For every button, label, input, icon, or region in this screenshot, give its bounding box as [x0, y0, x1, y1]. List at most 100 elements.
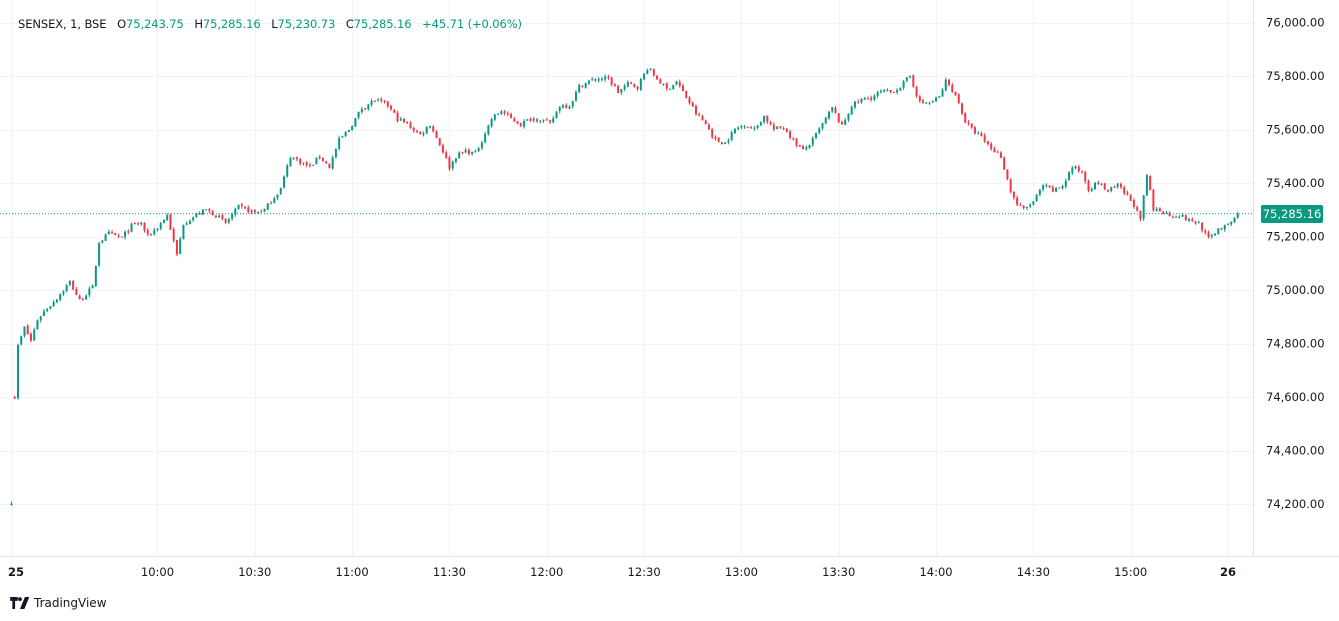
candle-body	[600, 79, 603, 81]
candle-body	[516, 121, 519, 124]
candle-body	[65, 285, 68, 292]
low-label: L	[271, 17, 278, 31]
candle-body	[827, 111, 830, 119]
candle-body	[1032, 201, 1035, 205]
tradingview-brand[interactable]: TradingView	[10, 596, 107, 610]
candle-body	[10, 503, 13, 506]
candle-body	[714, 136, 717, 139]
candle-body	[451, 161, 454, 169]
candle-body	[467, 149, 470, 155]
candle-body	[227, 219, 230, 223]
candle-body	[1188, 218, 1191, 221]
candle-body	[224, 218, 227, 223]
candle-body	[1064, 180, 1067, 187]
candle-body	[315, 157, 318, 165]
candle-body	[1236, 213, 1239, 218]
candle-body	[419, 131, 422, 135]
candle-body	[1142, 195, 1145, 219]
candle-body	[1217, 228, 1220, 234]
candle-body	[1084, 172, 1087, 182]
y-tick-label: 74,200.00	[1266, 497, 1325, 511]
candle-body	[1126, 192, 1129, 195]
y-tick-label: 75,400.00	[1266, 176, 1325, 190]
y-tick-label: 75,600.00	[1266, 123, 1325, 137]
candle-body	[688, 97, 691, 104]
candle-body	[1171, 216, 1174, 218]
brand-name: TradingView	[34, 596, 107, 610]
candle-body	[377, 99, 380, 101]
candle-body	[542, 119, 545, 121]
candle-body	[98, 243, 101, 266]
x-tick-label: 25	[8, 565, 24, 579]
candle-body	[237, 204, 240, 209]
candle-body	[685, 91, 688, 98]
candle-body	[386, 101, 389, 107]
low-value: 75,230.73	[277, 17, 336, 31]
candle-body	[474, 151, 477, 153]
candle-body	[185, 223, 188, 225]
candle-body	[902, 81, 905, 88]
candle-body	[539, 120, 542, 122]
candle-body	[558, 106, 561, 111]
candle-body	[270, 203, 273, 205]
candle-body	[393, 109, 396, 113]
candle-body	[620, 89, 623, 93]
candles-layer	[10, 67, 1239, 506]
candle-body	[247, 207, 250, 213]
candle-body	[406, 122, 409, 124]
candle-body	[179, 238, 182, 255]
candle-body	[26, 325, 29, 335]
candle-body	[1119, 184, 1122, 188]
candle-body	[928, 102, 931, 104]
symbol-name[interactable]: SENSEX, 1, BSE	[18, 17, 107, 31]
candle-body	[750, 127, 753, 129]
candle-body	[983, 135, 986, 142]
candle-body	[231, 214, 234, 219]
candle-body	[610, 77, 613, 85]
candle-body	[279, 187, 282, 195]
candle-body	[360, 108, 363, 112]
candle-body	[1025, 206, 1028, 209]
candle-body	[159, 223, 162, 229]
candle-body	[912, 75, 915, 87]
candle-body	[675, 81, 678, 85]
candle-body	[970, 123, 973, 128]
candle-body	[221, 215, 224, 219]
candle-body	[282, 176, 285, 188]
candle-body	[669, 88, 672, 90]
candle-body	[935, 97, 938, 102]
candle-body	[840, 121, 843, 125]
candle-body	[808, 144, 811, 148]
candle-body	[678, 81, 681, 87]
candle-body	[607, 76, 610, 78]
candle-body	[617, 86, 620, 94]
candle-body	[458, 152, 461, 159]
candle-body	[857, 101, 860, 103]
candle-body	[1139, 210, 1142, 219]
candle-body	[587, 80, 590, 84]
candle-body	[72, 280, 75, 290]
candle-body	[870, 97, 873, 100]
candle-body	[967, 122, 970, 124]
candle-body	[1081, 171, 1084, 173]
candle-body	[23, 326, 26, 336]
candle-body	[218, 215, 221, 218]
candle-body	[312, 164, 315, 166]
candle-body	[299, 158, 302, 164]
candle-body	[594, 79, 597, 81]
candle-body	[549, 120, 552, 123]
candle-body	[834, 107, 837, 113]
candle-body	[273, 198, 276, 203]
candle-body	[782, 127, 785, 129]
candle-body	[347, 130, 350, 132]
candle-body	[853, 101, 856, 108]
candle-body	[487, 125, 490, 135]
candle-body	[81, 298, 84, 300]
candle-body	[1045, 185, 1048, 187]
candle-body	[1103, 183, 1106, 190]
candle-body	[1113, 186, 1116, 188]
candle-body	[626, 82, 629, 87]
candle-body	[192, 217, 195, 221]
candle-body	[665, 83, 668, 89]
